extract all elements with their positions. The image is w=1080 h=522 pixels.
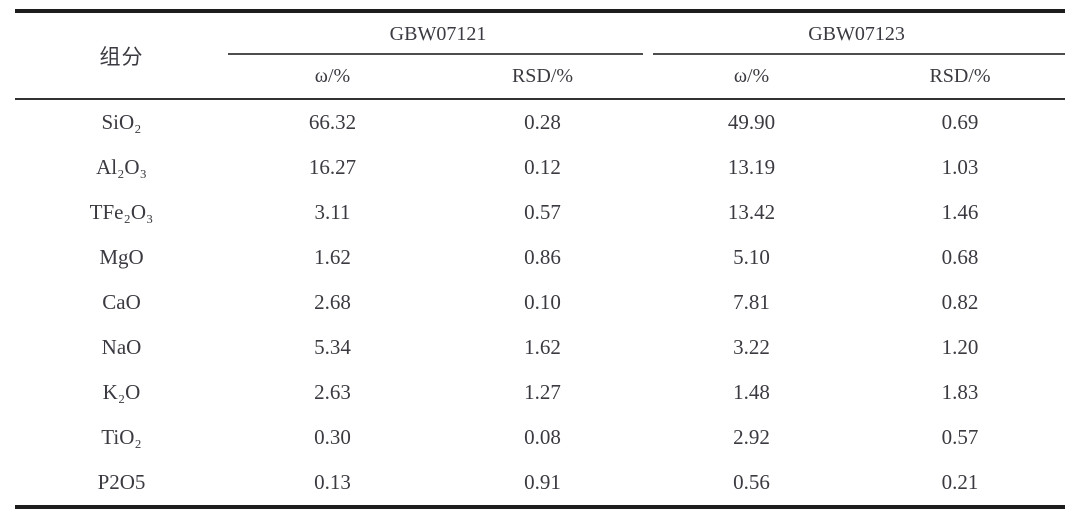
value-cell: 5.10: [733, 245, 770, 269]
sub-header-row: ω/% RSD/% ω/% RSD/%: [15, 55, 1066, 100]
table-row: MgO 1.62 0.86 5.10 0.68: [15, 235, 1065, 280]
value-cell: 0.28: [524, 110, 561, 134]
value-cell: 0.12: [524, 155, 561, 179]
table-row: SiO₂ 66.32 0.28 49.90 0.69: [15, 99, 1065, 145]
value-cell: 0.08: [524, 425, 561, 449]
table-row: TFe₂O₃ 3.11 0.57 13.42 1.46: [15, 190, 1065, 235]
value-cell: 0.10: [524, 290, 561, 314]
value-cell: 0.82: [941, 290, 979, 314]
value-cell: 5.34: [314, 335, 351, 359]
table-row: P2O5 0.13 0.91 0.56 0.21: [15, 460, 1065, 507]
value-cell: 0.57: [524, 200, 561, 224]
value-cell: 0.56: [733, 470, 770, 494]
subheader-rsd-gbw07123: RSD/%: [855, 55, 1066, 100]
value-cell: 0.91: [524, 470, 561, 494]
component-cell: K₂O: [102, 380, 141, 404]
value-cell: 2.63: [314, 380, 351, 404]
value-cell: 1.27: [524, 380, 561, 404]
value-cell: 49.90: [727, 110, 776, 134]
value-cell: 0.30: [314, 425, 351, 449]
value-cell: 1.62: [314, 245, 351, 269]
value-cell: 1.46: [941, 200, 979, 224]
value-cell: 16.27: [308, 155, 357, 179]
group-header-row: 组分 GBW07121 GBW07123: [15, 11, 1066, 100]
component-cell: TiO₂: [101, 425, 142, 449]
value-cell: 7.81: [733, 290, 770, 314]
component-cell: MgO: [99, 245, 144, 269]
value-cell: 3.22: [733, 335, 770, 359]
value-cell: 66.32: [308, 110, 357, 134]
value-cell: 13.19: [727, 155, 776, 179]
component-cell: CaO: [102, 290, 141, 314]
table-row: Al₂O₃ 16.27 0.12 13.19 1.03: [15, 145, 1065, 190]
value-cell: 0.86: [524, 245, 561, 269]
value-cell: 1.62: [524, 335, 561, 359]
value-cell: 3.11: [314, 200, 351, 224]
value-cell: 1.20: [941, 335, 979, 359]
value-cell: 0.69: [941, 110, 979, 134]
subheader-omega-gbw07123: ω/%: [648, 55, 856, 100]
value-cell: 1.83: [941, 380, 979, 404]
value-cell: 13.42: [727, 200, 776, 224]
value-cell: 0.57: [941, 425, 979, 449]
value-cell: 0.21: [941, 470, 979, 494]
value-cell: 1.03: [941, 155, 979, 179]
group-header-gbw07123: GBW07123: [648, 11, 1066, 55]
table-row: CaO 2.68 0.10 7.81 0.82: [15, 280, 1065, 325]
value-cell: 1.48: [733, 380, 770, 404]
component-column-header: 组分: [15, 11, 228, 100]
component-cell: P2O5: [97, 470, 146, 494]
value-cell: 0.68: [941, 245, 979, 269]
group-header-gbw07121: GBW07121: [228, 11, 648, 55]
value-cell: 2.68: [314, 290, 351, 314]
component-cell: SiO₂: [101, 110, 142, 134]
component-cell: Al₂O₃: [96, 155, 147, 179]
table-row: TiO₂ 0.30 0.08 2.92 0.57: [15, 415, 1065, 460]
subheader-rsd-gbw07121: RSD/%: [437, 55, 649, 100]
component-cell: NaO: [101, 335, 142, 359]
value-cell: 2.92: [733, 425, 770, 449]
composition-table: 组分 GBW07121 GBW07123 ω/% RSD/% ω/% RSD/%…: [15, 9, 1066, 509]
value-cell: 0.13: [314, 470, 351, 494]
table-row: K₂O 2.63 1.27 1.48 1.83: [15, 370, 1065, 415]
component-cell: TFe₂O₃: [89, 200, 154, 224]
table-row: NaO 5.34 1.62 3.22 1.20: [15, 325, 1065, 370]
subheader-omega-gbw07121: ω/%: [228, 55, 437, 100]
